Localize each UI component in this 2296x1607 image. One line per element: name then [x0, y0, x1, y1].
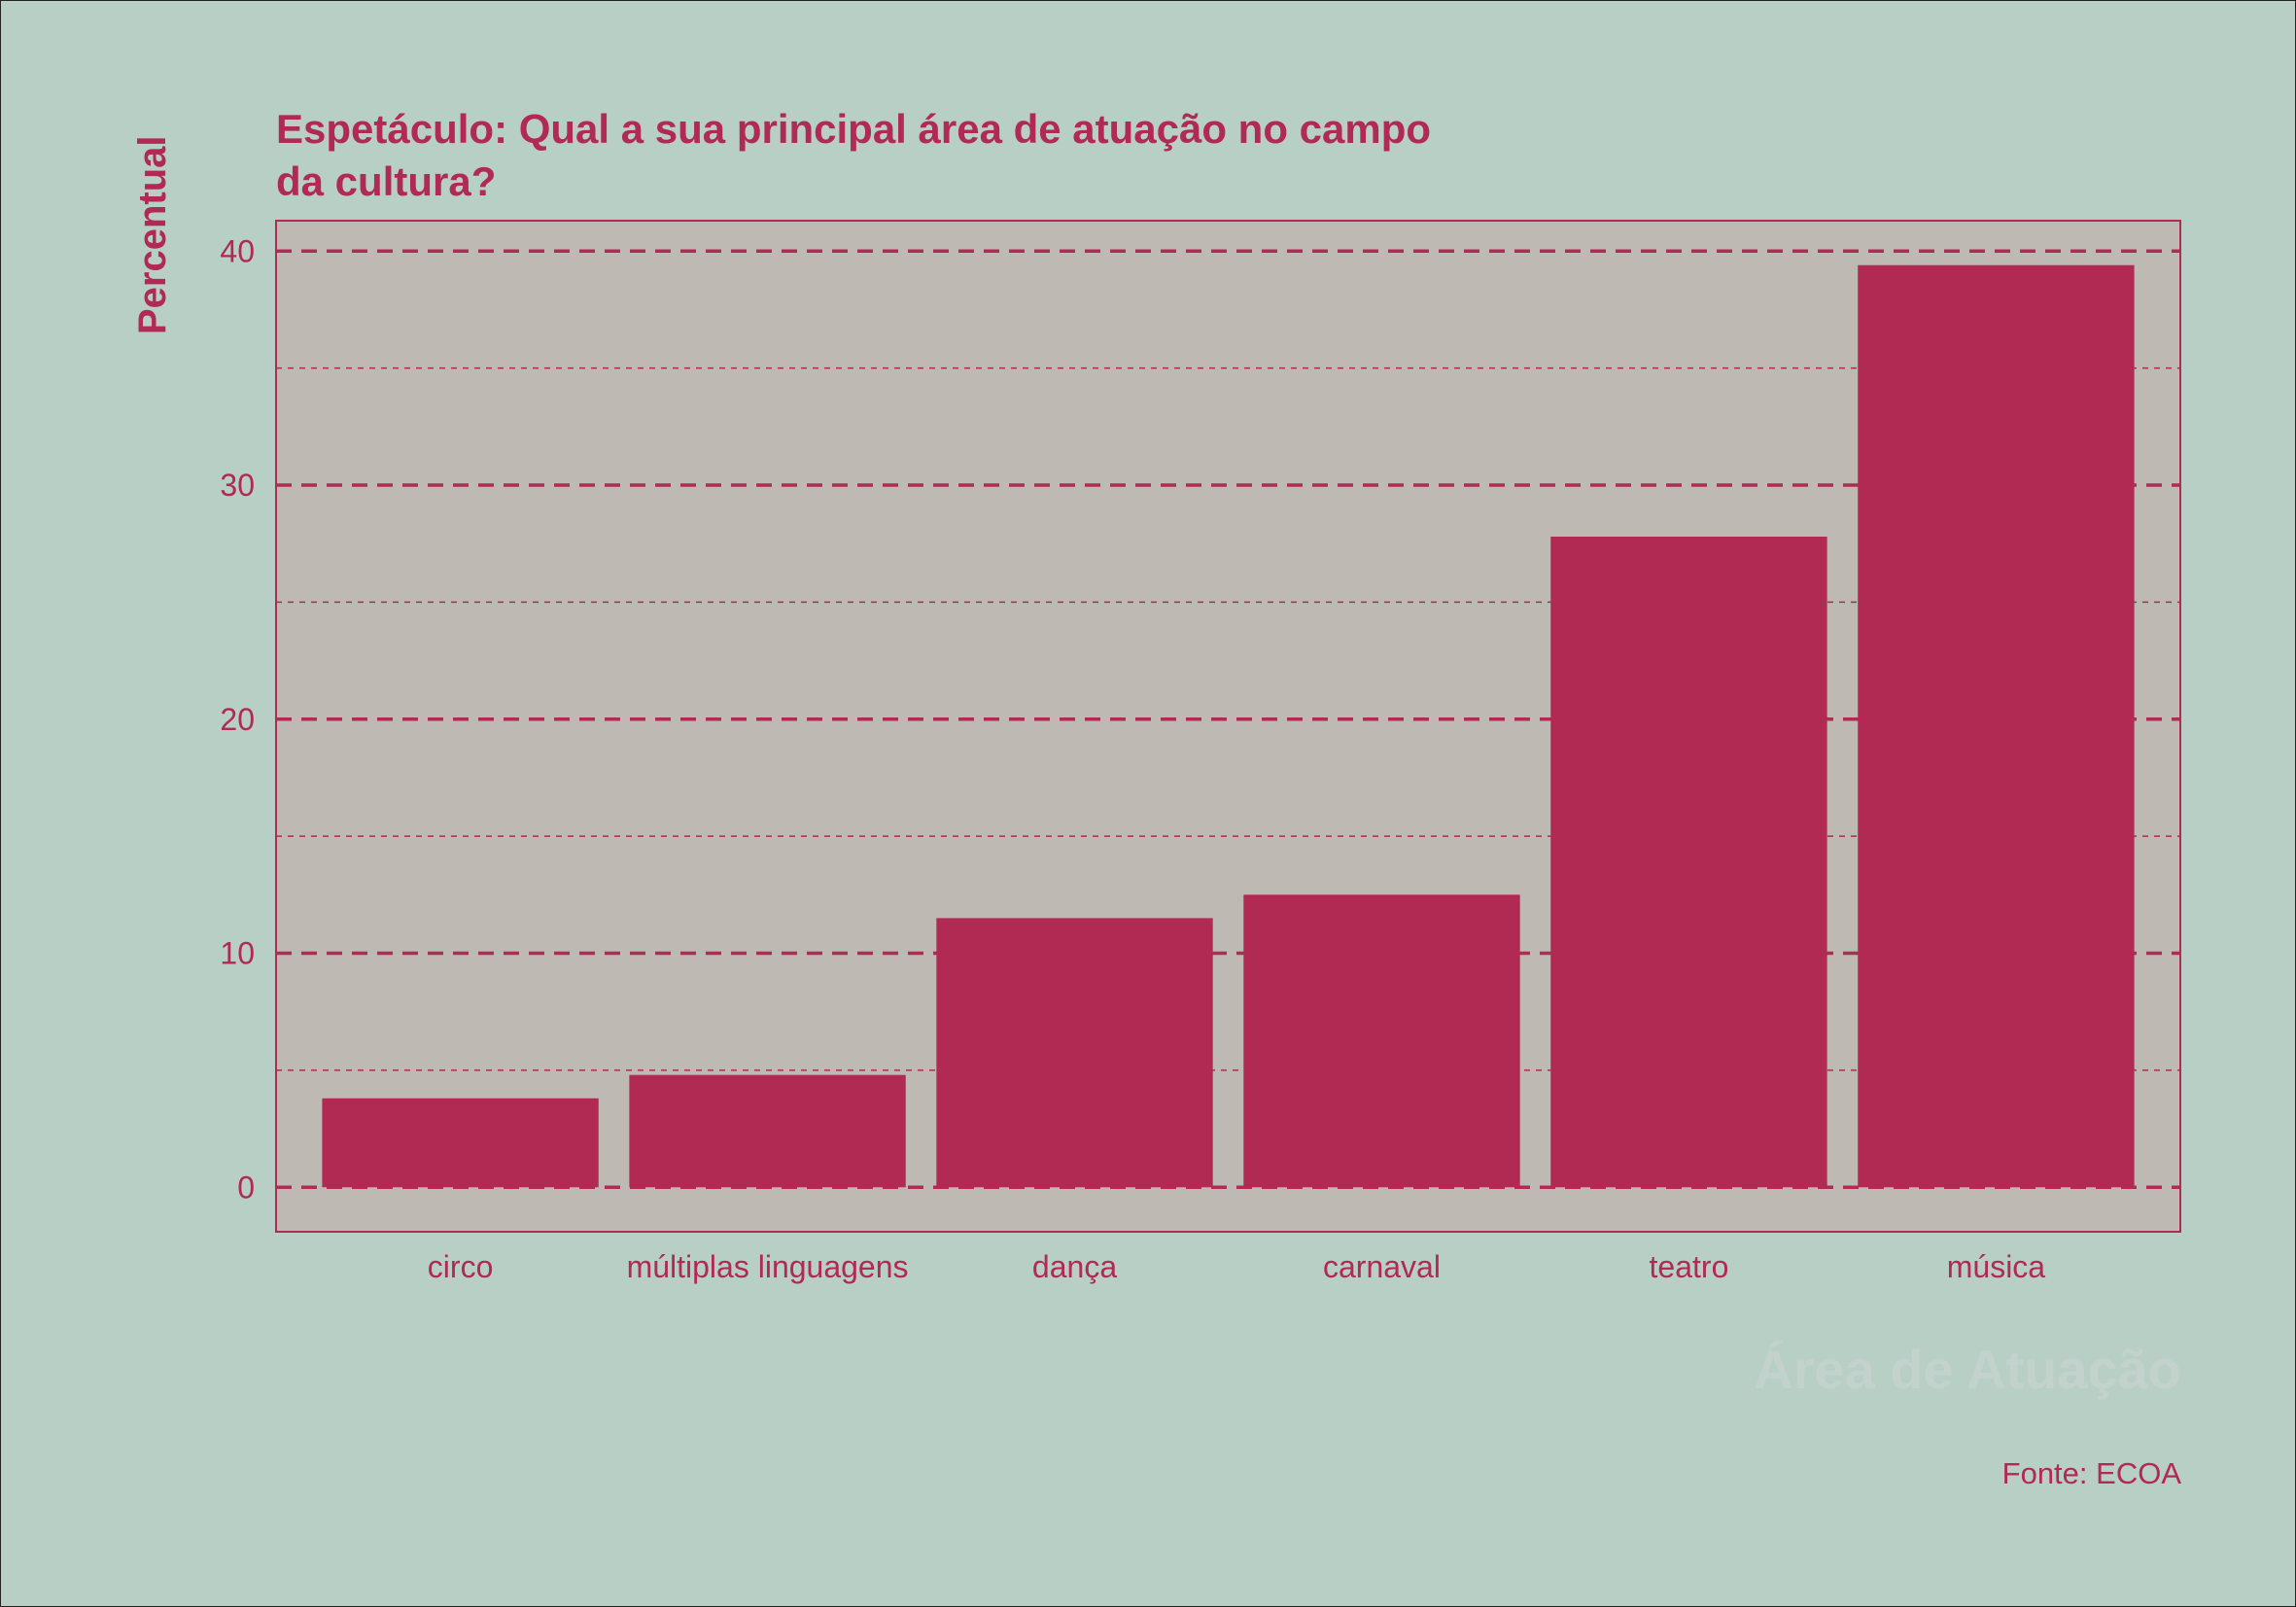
- x-tick-label: carnaval: [1323, 1249, 1441, 1284]
- x-tick-label: música: [1947, 1249, 2046, 1284]
- chart-title: Espetáculo: Qual a sua principal área de…: [276, 106, 1432, 204]
- x-tick-label: dança: [1032, 1249, 1117, 1284]
- y-tick-label: 40: [220, 233, 255, 268]
- source-caption: Fonte: ECOA: [2001, 1456, 2181, 1490]
- x-tick-label: teatro: [1650, 1249, 1729, 1284]
- x-tick-label: múltiplas linguagens: [627, 1249, 909, 1284]
- panel-border: [275, 220, 2181, 1233]
- bar-dança: [936, 918, 1213, 1188]
- bar-carnaval: [1243, 894, 1520, 1188]
- y-tick-label: 10: [220, 936, 255, 971]
- y-tick-label: 0: [237, 1170, 255, 1205]
- bar-teatro: [1550, 537, 1827, 1188]
- x-axis-label: Área de Atuação: [1754, 1339, 2181, 1400]
- bar-múltiplas-linguagens: [629, 1074, 906, 1188]
- bar-circo: [322, 1098, 599, 1188]
- y-tick-label: 20: [220, 702, 255, 737]
- y-tick-label: 30: [220, 468, 255, 503]
- x-tick-label: circo: [428, 1249, 494, 1284]
- bar-música: [1858, 264, 2135, 1188]
